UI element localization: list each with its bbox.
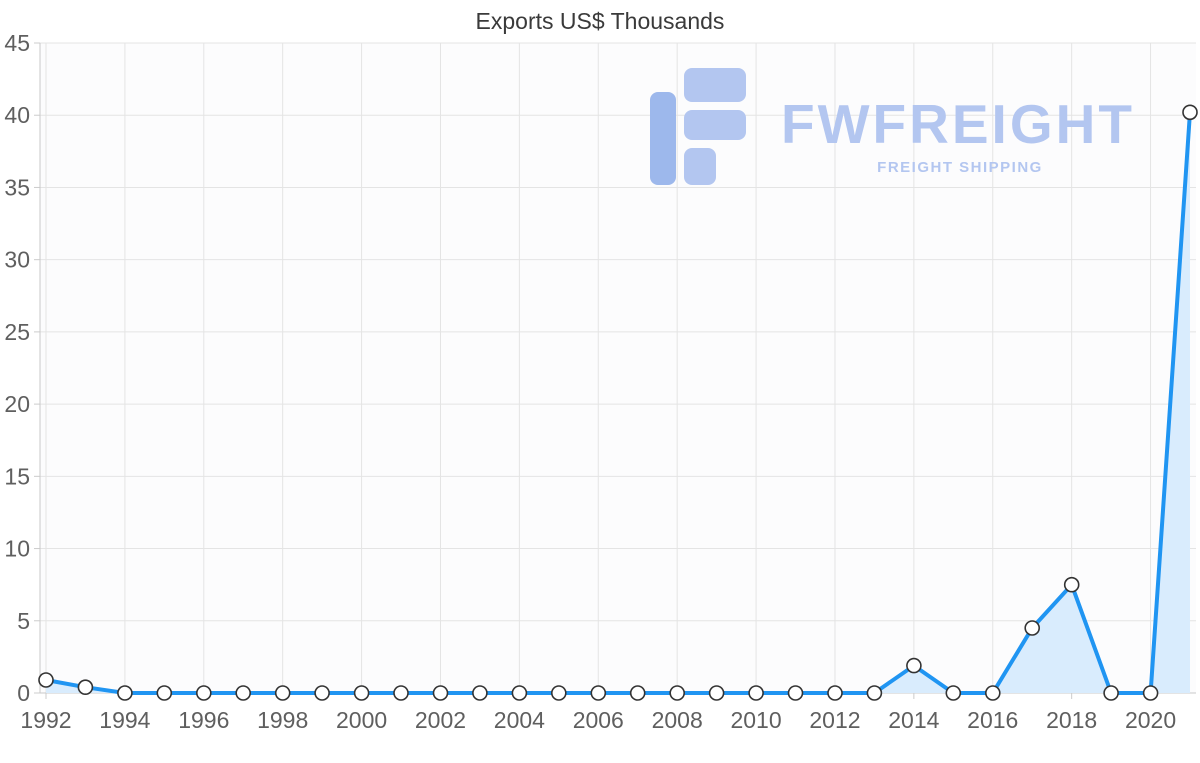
data-point-1995[interactable]: [156, 685, 173, 701]
y-axis-label: 20: [4, 391, 30, 417]
y-axis-label: 15: [4, 463, 30, 489]
y-axis-label: 45: [4, 30, 30, 56]
data-point-2010[interactable]: [748, 685, 764, 701]
data-point-2008[interactable]: [669, 685, 686, 701]
data-point-2003[interactable]: [472, 685, 488, 701]
x-axis-label: 2014: [888, 707, 939, 733]
data-point-2007[interactable]: [629, 685, 646, 701]
y-axis-label: 10: [4, 536, 30, 562]
x-axis-label: 1998: [257, 707, 308, 733]
data-point-2021[interactable]: [1182, 104, 1198, 121]
data-point-2019[interactable]: [1103, 685, 1119, 701]
x-axis-label: 1996: [178, 707, 229, 733]
y-axis-label: 5: [17, 608, 30, 634]
plot-area: [40, 43, 1196, 693]
data-point-2014[interactable]: [906, 657, 922, 674]
series-layer: [38, 104, 1198, 701]
y-axis-label: 0: [17, 680, 30, 706]
data-point-1998[interactable]: [274, 685, 291, 701]
watermark: FWFREIGHT FREIGHT SHIPPING: [650, 68, 1135, 185]
data-point-1992[interactable]: [38, 672, 54, 688]
data-point-2011[interactable]: [787, 685, 804, 701]
x-axis-label: 2004: [494, 707, 545, 733]
watermark-tagline: FREIGHT SHIPPING: [877, 159, 1043, 176]
x-axis-label: 2010: [730, 707, 781, 733]
data-point-2017[interactable]: [1024, 620, 1040, 636]
x-axis-label: 2006: [573, 707, 624, 733]
x-axis-label: 2008: [652, 707, 703, 733]
fwfreight-logo-icon: [650, 68, 746, 185]
data-point-1997[interactable]: [235, 685, 251, 701]
y-axis-label: 25: [4, 319, 30, 345]
data-point-2012[interactable]: [827, 685, 843, 701]
x-axis-label: 2012: [809, 707, 860, 733]
data-point-2004[interactable]: [511, 685, 528, 701]
data-point-2006[interactable]: [590, 685, 607, 701]
data-point-2005[interactable]: [550, 685, 567, 701]
watermark-title: FWFREIGHT: [781, 93, 1135, 155]
data-point-2018[interactable]: [1063, 576, 1080, 593]
x-axis-label: 2018: [1046, 707, 1097, 733]
data-point-2000[interactable]: [353, 685, 370, 701]
data-point-2002[interactable]: [432, 685, 449, 701]
x-axis-label: 2002: [415, 707, 466, 733]
data-point-2013[interactable]: [866, 685, 883, 701]
y-axis-label: 30: [4, 247, 30, 273]
y-axis-label: 35: [4, 174, 30, 200]
x-axis-label: 1994: [99, 707, 150, 733]
exports-area-fill: [46, 112, 1190, 694]
x-axis-label: 2000: [336, 707, 387, 733]
x-axis-label: 1992: [20, 707, 71, 733]
data-point-2009[interactable]: [708, 685, 725, 701]
x-axis-label: 2020: [1125, 707, 1176, 733]
data-point-1999[interactable]: [314, 685, 330, 701]
chart-title: Exports US$ Thousands: [475, 8, 725, 34]
data-point-2020[interactable]: [1142, 685, 1159, 701]
x-axis-label: 2016: [967, 707, 1018, 733]
data-point-2016[interactable]: [984, 685, 1001, 701]
data-point-2001[interactable]: [393, 685, 409, 701]
data-point-1993[interactable]: [77, 679, 94, 696]
data-point-2015[interactable]: [945, 685, 962, 701]
data-point-1996[interactable]: [196, 685, 212, 701]
data-point-1994[interactable]: [117, 685, 133, 701]
y-axis-label: 40: [4, 102, 30, 128]
